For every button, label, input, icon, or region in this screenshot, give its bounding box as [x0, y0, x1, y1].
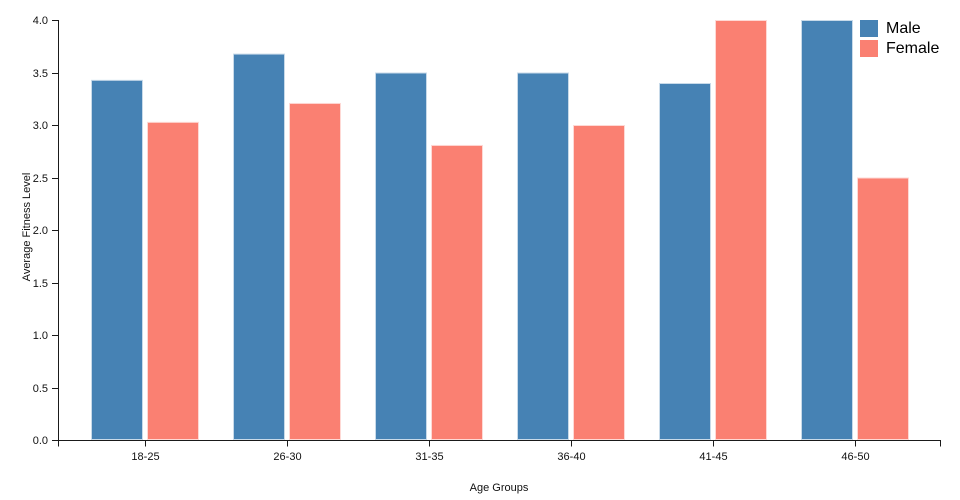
- x-tick-label-31-35: 31-35: [415, 451, 443, 463]
- bar-male-36-40: [516, 71, 570, 441]
- x-axis-title: Age Groups: [469, 482, 529, 494]
- bar-female-26-30: [288, 101, 342, 441]
- y-tick-label-0.5: 0.5: [33, 383, 48, 395]
- bar-male-18-25: [90, 78, 144, 441]
- y-tick-label-4.0: 4.0: [33, 15, 48, 27]
- legend-item-female: Female: [860, 40, 939, 57]
- x-tick-label-26-30: 26-30: [273, 451, 301, 463]
- legend-item-male: Male: [860, 20, 939, 37]
- x-tick-label-41-45: 41-45: [699, 451, 727, 463]
- bar-female-18-25: [146, 120, 200, 441]
- y-axis-title: Average Fitness Level: [21, 172, 33, 282]
- bar-male-31-35: [374, 71, 428, 441]
- bar-female-46-50: [856, 176, 910, 441]
- y-tick-label-2.5: 2.5: [33, 173, 48, 185]
- y-tick-label-2.0: 2.0: [33, 225, 48, 237]
- legend-swatch-female-icon: [860, 40, 878, 57]
- y-tick-label-3.0: 3.0: [33, 120, 48, 132]
- bar-male-41-45: [658, 82, 712, 441]
- y-tick-label-0.0: 0.0: [33, 435, 48, 447]
- bar-female-31-35: [430, 143, 484, 441]
- y-tick-label-3.5: 3.5: [33, 68, 48, 80]
- x-tick-label-18-25: 18-25: [131, 451, 159, 463]
- bar-female-41-45: [714, 19, 768, 441]
- bar-female-36-40: [572, 124, 626, 441]
- x-tick-label-46-50: 46-50: [841, 451, 869, 463]
- legend-label-female: Female: [886, 40, 940, 57]
- legend: Male Female: [860, 20, 939, 57]
- x-axis-line: [58, 440, 941, 447]
- bar-male-26-30: [232, 52, 286, 441]
- legend-label-male: Male: [886, 20, 921, 37]
- y-tick-label-1.0: 1.0: [33, 330, 48, 342]
- legend-swatch-male-icon: [860, 20, 878, 37]
- bar-male-46-50: [800, 19, 854, 441]
- x-tick-label-36-40: 36-40: [557, 451, 585, 463]
- y-tick-label-1.5: 1.5: [33, 278, 48, 290]
